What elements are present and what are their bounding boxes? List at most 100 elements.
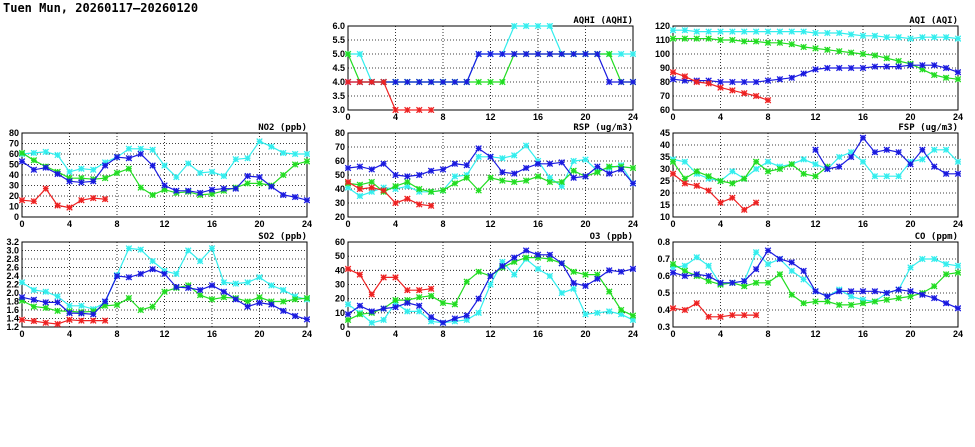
x-tick-label: 16	[858, 219, 868, 229]
y-tick-label: 10	[335, 308, 345, 318]
data-point	[605, 78, 613, 86]
data-point	[522, 23, 530, 30]
x-tick-label: 24	[628, 329, 638, 339]
data-point	[788, 40, 796, 48]
data-point	[220, 172, 228, 180]
data-point	[380, 187, 387, 194]
data-point	[291, 293, 299, 300]
data-point	[427, 188, 435, 196]
data-point	[345, 164, 352, 172]
data-point	[752, 248, 760, 256]
data-point	[859, 64, 867, 72]
data-point	[764, 39, 772, 47]
data-point	[54, 293, 61, 300]
data-point	[859, 158, 867, 166]
data-point	[546, 272, 554, 280]
panel-title: O3 (ppb)	[590, 232, 633, 242]
data-point	[42, 319, 50, 327]
data-point	[30, 157, 38, 164]
data-point	[930, 282, 938, 290]
data-point	[392, 299, 399, 307]
data-point	[693, 35, 701, 42]
data-point	[208, 186, 216, 193]
series-blue	[345, 247, 636, 327]
data-point	[919, 66, 926, 73]
y-tick-label: 30	[335, 198, 345, 208]
data-point	[279, 298, 287, 305]
x-tick-label: 4	[67, 329, 72, 339]
data-point	[546, 160, 554, 168]
data-point	[629, 180, 636, 187]
data-point	[19, 279, 26, 286]
data-point	[173, 270, 180, 278]
x-tick-label: 24	[953, 329, 963, 339]
data-point	[244, 303, 251, 310]
data-point	[670, 264, 677, 271]
data-point	[883, 146, 891, 154]
data-point	[291, 312, 299, 320]
data-point	[404, 178, 411, 186]
data-point	[594, 163, 601, 170]
data-point	[930, 294, 938, 302]
y-tick-label: 0.6	[657, 271, 670, 281]
data-point	[954, 269, 961, 276]
data-point	[66, 168, 73, 176]
panel-so2: 1.21.41.61.82.02.22.42.62.83.03.2 0 4 8 12 16…	[6, 232, 312, 339]
data-point	[368, 319, 376, 327]
data-point	[670, 158, 677, 166]
data-point	[487, 50, 494, 58]
data-point	[256, 173, 263, 181]
panel-co: 0.3 0.4 0.5 0.6 0.7 0.8 0 4 8 12 16 20 24 CO (ppm)	[657, 232, 963, 339]
data-point	[268, 298, 275, 305]
data-point	[895, 286, 902, 293]
data-point	[89, 178, 97, 185]
data-point	[534, 50, 542, 58]
data-point	[78, 174, 85, 182]
x-tick-label: 20	[905, 112, 915, 122]
data-point	[78, 196, 85, 204]
data-point	[546, 23, 554, 30]
data-point	[605, 308, 613, 315]
y-tick-label: 30	[335, 280, 345, 290]
x-tick-label: 20	[254, 219, 264, 229]
data-point	[582, 173, 589, 180]
data-point	[907, 264, 914, 271]
data-point	[303, 150, 310, 158]
data-point	[930, 33, 938, 41]
data-point	[173, 187, 180, 195]
y-tick-label: 2.6	[6, 263, 19, 273]
data-point	[196, 169, 204, 177]
data-point	[835, 288, 843, 295]
data-point	[788, 291, 796, 298]
data-point	[776, 165, 784, 173]
data-point	[617, 268, 625, 276]
data-point	[487, 153, 494, 161]
data-point	[345, 301, 352, 308]
data-point	[42, 304, 50, 312]
y-tick-label: 20	[9, 191, 19, 201]
y-tick-label: 60	[9, 149, 19, 159]
data-point	[232, 296, 240, 303]
data-point	[740, 89, 748, 97]
y-tick-label: 90	[660, 63, 670, 73]
data-point	[54, 202, 61, 209]
data-point	[196, 189, 204, 197]
data-point	[66, 204, 73, 211]
y-tick-label: 70	[9, 139, 19, 149]
data-point	[871, 52, 879, 59]
series-red	[19, 185, 109, 211]
data-point	[705, 187, 712, 194]
data-point	[522, 247, 530, 254]
data-point	[463, 312, 471, 319]
data-point	[19, 316, 26, 324]
data-point	[859, 299, 867, 307]
data-point	[380, 274, 387, 281]
data-point	[835, 47, 843, 55]
data-point	[101, 162, 109, 169]
data-point	[66, 174, 73, 182]
data-point	[149, 191, 156, 199]
data-point	[427, 167, 435, 175]
x-tick-label: 12	[810, 219, 820, 229]
data-point	[847, 288, 855, 295]
data-point	[752, 28, 760, 35]
